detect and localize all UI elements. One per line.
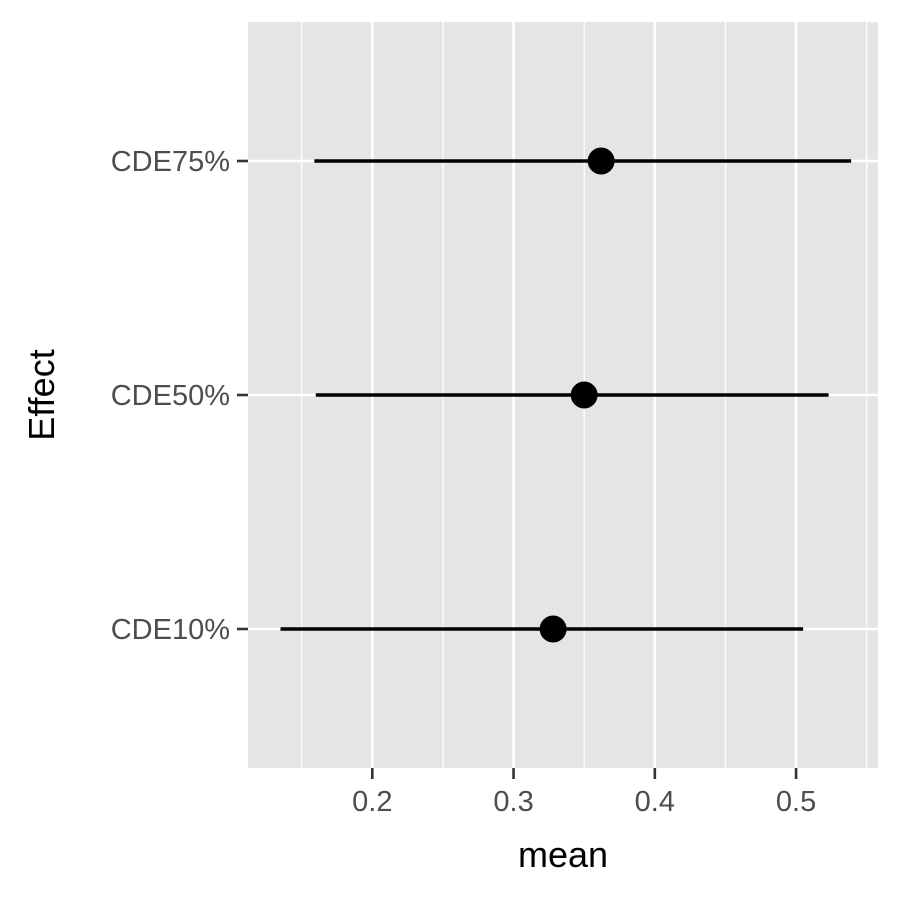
y-tick-label: CDE50% (111, 380, 230, 412)
x-axis: 0.2 0.3 0.4 0.5 (352, 768, 816, 818)
x-tick-label: 0.4 (635, 786, 675, 818)
mean-point (570, 381, 598, 409)
x-axis-title: mean (518, 834, 608, 875)
mean-point (539, 615, 567, 643)
y-axis: CDE10% CDE50% CDE75% (111, 146, 248, 646)
y-tick-label: CDE75% (111, 146, 230, 178)
x-tick-label: 0.5 (776, 786, 816, 818)
y-axis-title: Effect (21, 349, 62, 440)
y-tick-label: CDE10% (111, 614, 230, 646)
x-tick-label: 0.3 (493, 786, 533, 818)
x-tick-label: 0.2 (352, 786, 392, 818)
data-marks (280, 147, 852, 643)
mean-point (587, 147, 615, 175)
